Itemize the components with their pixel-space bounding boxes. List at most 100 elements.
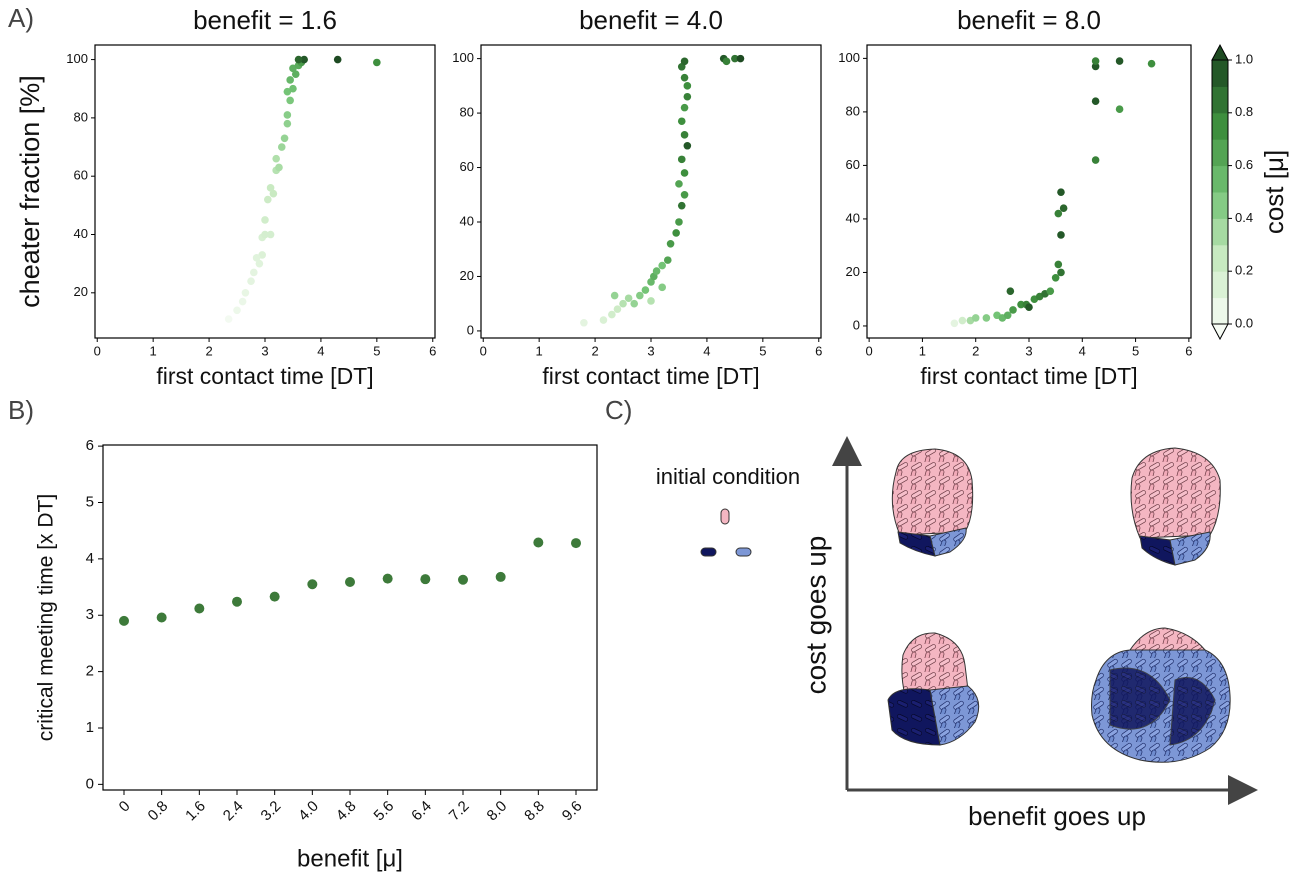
point [250,268,258,277]
point [382,573,393,584]
point [194,603,205,614]
colony [891,448,974,557]
x-tick-label: 3 [647,343,654,358]
x-tick-label: 4.8 [333,798,360,825]
point [269,591,280,602]
y-tick-label: 2 [86,663,94,680]
point [533,537,544,548]
point [647,297,655,305]
point [289,84,297,93]
point [1059,204,1068,213]
point [263,195,272,204]
colorbar-band [1212,60,1228,87]
point [630,299,639,308]
x-axis-label: benefit goes up [968,801,1146,831]
point [731,54,739,63]
point [272,154,280,163]
chart-title: benefit = 1.6 [193,5,337,35]
point [736,54,745,63]
y-tick-label: 20 [460,268,474,283]
x-tick-label: 2 [591,343,598,358]
point [224,315,233,323]
point [1054,209,1063,218]
point [119,615,129,626]
point [680,169,689,177]
point [658,283,666,292]
colorbar-band [1212,271,1228,299]
cell [735,547,752,557]
point [289,64,297,73]
point [1091,62,1100,71]
y-tick-label: 80 [460,105,474,120]
point [307,579,318,590]
x-tick-label: 0 [94,343,101,358]
point [722,57,731,66]
plot-frame [866,44,1192,339]
point [652,267,661,275]
point [958,316,967,325]
x-tick-label: 6 [815,343,822,358]
x-axis-label: first contact time [DT] [542,363,759,389]
point [619,299,627,308]
point [255,259,264,268]
point [580,318,588,327]
y-tick-label: 40 [74,226,88,241]
point [680,190,689,199]
x-tick-label: 4 [1079,343,1086,358]
panel-label: B) [8,395,34,425]
x-tick-label: 5.6 [371,798,398,825]
y-tick-label: 20 [74,284,88,299]
x-tick-label: 1 [536,343,543,358]
point [672,229,680,237]
point [677,117,686,126]
point [680,131,689,139]
colorbar-tick-label: 1.0 [1235,51,1253,66]
plot-frame [480,44,822,339]
x-tick-label: 1 [150,343,157,358]
point [258,251,267,259]
colorbar-band [1212,139,1228,167]
x-tick-label: 0.8 [145,798,172,825]
x-tick-label: 2 [972,343,979,358]
y-tick-label: 60 [74,168,88,183]
x-tick-label: 5 [373,343,380,358]
point [286,96,294,105]
point [677,201,686,210]
y-tick-label: 40 [846,210,860,225]
point [675,180,683,188]
x-tick-label: 4 [703,343,710,358]
point [608,310,616,319]
point [286,76,294,84]
x-axis-label: first contact time [DT] [156,363,373,389]
point [266,184,275,192]
colorbar-tick-label: 0.8 [1235,104,1253,119]
x-tick-label: 5 [759,343,766,358]
point [680,103,689,112]
x-tick-label: 9.6 [559,798,586,825]
point [1057,268,1065,277]
plot-frame [102,444,598,791]
x-tick-label: 1.6 [182,798,209,825]
x-tick-label: 0 [480,343,487,358]
chart-title: benefit = 8.0 [957,5,1101,35]
y-tick-label: 80 [846,103,860,118]
x-tick-label: 2.4 [220,798,247,825]
point [345,576,355,587]
point [571,538,581,549]
point [238,297,247,306]
y-tick-label: 80 [74,109,88,124]
point [1009,306,1017,314]
colorbar-extend [1211,323,1229,341]
colorbar-tick-label: 0.4 [1235,210,1253,225]
point [675,218,683,226]
y-tick-label: 60 [460,159,474,174]
x-tick-label: 5 [1132,343,1139,358]
y-tick-label: 4 [86,550,94,567]
point [458,574,468,585]
panel-c: initial condition cost goes up benefit g… [656,436,1258,831]
point [291,70,300,78]
colorbar-band [1212,218,1228,246]
point [1051,273,1060,282]
